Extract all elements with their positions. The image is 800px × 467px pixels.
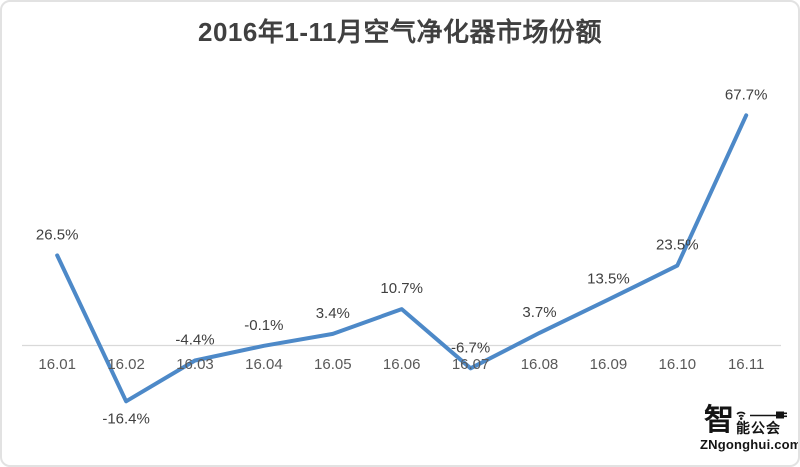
x-axis-label: 16.01 (38, 356, 76, 373)
x-axis-label: 16.05 (314, 356, 352, 373)
series-line (55, 113, 749, 404)
data-label: -4.4% (175, 332, 214, 349)
x-axis-label: 16.10 (659, 356, 697, 373)
watermark-logo: 智 能公会 ZNgonghui. (700, 406, 800, 452)
data-label: -16.4% (102, 410, 150, 427)
x-axis-label: 16.06 (383, 356, 421, 373)
logo-text: 能公会 (736, 420, 781, 436)
data-label: 67.7% (725, 86, 768, 103)
x-axis-label: 16.07 (452, 356, 490, 373)
x-axis-label: 16.02 (107, 356, 145, 373)
data-label: -0.1% (244, 317, 283, 334)
chart-title: 2016年1-11月空气净化器市场份额 (198, 17, 602, 47)
plug-icon (750, 411, 787, 419)
x-axis-label: 16.08 (521, 356, 559, 373)
data-label: 13.5% (587, 271, 630, 288)
data-label: 3.7% (522, 304, 556, 321)
data-label: 26.5% (36, 226, 79, 243)
data-label: 3.4% (316, 305, 350, 322)
watermark-url: ZNgonghui.com (700, 437, 800, 452)
watermark-logo-row: 智 能公会 (700, 406, 792, 436)
x-axis-label: 16.11 (728, 356, 764, 373)
data-label: 10.7% (380, 280, 423, 297)
data-label: 23.5% (656, 237, 699, 254)
x-axis-label: 16.04 (245, 356, 283, 373)
logo-zhi-glyph: 智 (704, 404, 734, 437)
x-axis-label: 16.03 (176, 356, 214, 373)
wifi-icon (736, 411, 746, 420)
x-axis-label: 16.09 (590, 356, 628, 373)
data-label: -6.7% (451, 339, 490, 356)
